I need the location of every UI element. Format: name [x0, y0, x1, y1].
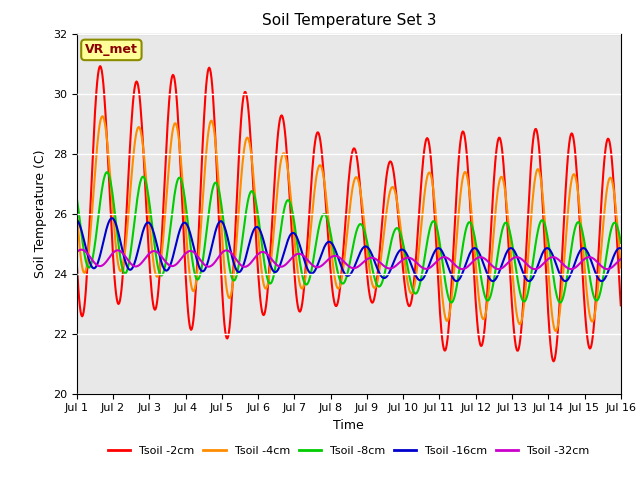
Line: Tsoil -16cm: Tsoil -16cm — [77, 218, 621, 281]
Tsoil -4cm — [99, 113, 106, 119]
Tsoil -2cm — [83, 276, 90, 282]
Line: Tsoil -8cm: Tsoil -8cm — [77, 172, 621, 302]
Tsoil -4cm — [552, 328, 559, 334]
Tsoil -32cm — [223, 248, 231, 253]
Y-axis label: Soil Temperature (C): Soil Temperature (C) — [35, 149, 47, 278]
Tsoil -16cm — [73, 217, 81, 223]
Tsoil -2cm — [431, 227, 439, 232]
Tsoil -4cm — [140, 147, 147, 153]
Tsoil -32cm — [140, 258, 147, 264]
Tsoil -16cm — [416, 277, 424, 283]
Tsoil -32cm — [617, 256, 625, 262]
Line: Tsoil -4cm: Tsoil -4cm — [77, 116, 621, 331]
Tsoil -32cm — [431, 260, 439, 265]
Tsoil -8cm — [416, 283, 424, 288]
Text: VR_met: VR_met — [85, 43, 138, 56]
Tsoil -16cm — [140, 227, 147, 233]
Tsoil -16cm — [431, 248, 439, 253]
Tsoil -4cm — [431, 208, 439, 214]
Tsoil -2cm — [140, 148, 147, 154]
Tsoil -2cm — [617, 302, 625, 308]
Tsoil -8cm — [223, 250, 231, 256]
Tsoil -16cm — [83, 249, 90, 254]
Title: Soil Temperature Set 3: Soil Temperature Set 3 — [262, 13, 436, 28]
Tsoil -32cm — [84, 251, 92, 256]
Tsoil -8cm — [617, 240, 625, 246]
Tsoil -4cm — [223, 290, 231, 296]
Tsoil -4cm — [83, 264, 90, 270]
Tsoil -4cm — [73, 208, 81, 214]
Tsoil -4cm — [416, 241, 424, 247]
Line: Tsoil -32cm: Tsoil -32cm — [77, 250, 621, 269]
Tsoil -8cm — [83, 261, 90, 267]
Tsoil -2cm — [97, 63, 104, 69]
X-axis label: Time: Time — [333, 419, 364, 432]
Tsoil -16cm — [617, 245, 625, 251]
Tsoil -8cm — [195, 276, 202, 282]
Tsoil -2cm — [223, 336, 231, 341]
Tsoil -8cm — [431, 220, 439, 226]
Tsoil -32cm — [77, 247, 85, 252]
Tsoil -16cm — [195, 263, 202, 268]
Tsoil -2cm — [73, 260, 81, 266]
Tsoil -16cm — [452, 278, 460, 284]
Tsoil -4cm — [617, 264, 625, 270]
Line: Tsoil -2cm: Tsoil -2cm — [77, 66, 621, 361]
Legend: Tsoil -2cm, Tsoil -4cm, Tsoil -8cm, Tsoil -16cm, Tsoil -32cm: Tsoil -2cm, Tsoil -4cm, Tsoil -8cm, Tsoi… — [104, 441, 594, 460]
Tsoil -2cm — [416, 204, 424, 210]
Tsoil -8cm — [140, 174, 147, 180]
Tsoil -32cm — [416, 263, 424, 268]
Tsoil -2cm — [195, 232, 202, 238]
Tsoil -32cm — [604, 266, 611, 272]
Tsoil -32cm — [195, 255, 202, 261]
Tsoil -8cm — [103, 169, 111, 175]
Tsoil -32cm — [73, 249, 81, 255]
Tsoil -8cm — [447, 300, 455, 305]
Tsoil -16cm — [223, 234, 231, 240]
Tsoil -2cm — [550, 359, 557, 364]
Tsoil -8cm — [73, 195, 81, 201]
Tsoil -4cm — [195, 255, 202, 261]
Tsoil -16cm — [109, 216, 116, 221]
